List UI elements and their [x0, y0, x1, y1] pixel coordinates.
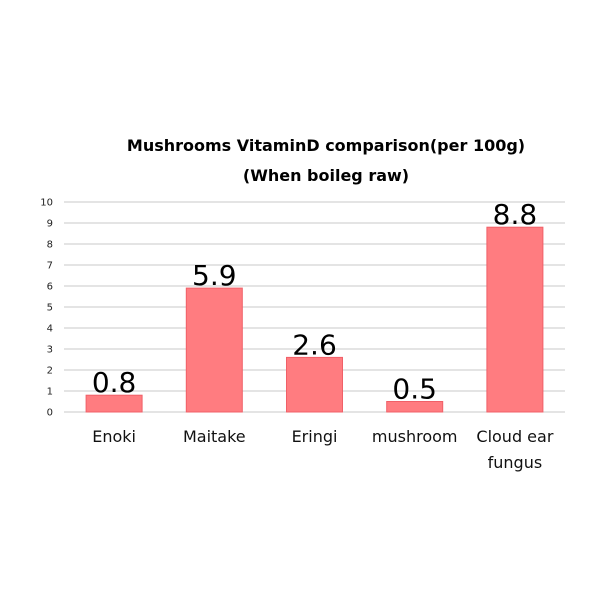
- y-tick-label: 1: [47, 387, 53, 398]
- y-tick-label: 2: [47, 366, 53, 377]
- chart-title: Mushrooms VitaminD comparison(per 100g): [127, 136, 525, 155]
- data-label: 0.5: [392, 373, 437, 406]
- y-tick-label: 9: [47, 219, 53, 230]
- x-axis: Enoki Maitake Eringi mushroom Cloud ear fungu…: [92, 427, 554, 472]
- y-tick-label: 8: [47, 240, 53, 251]
- x-tick-label: Enoki: [92, 427, 136, 446]
- x-tick-label: Eringi: [292, 427, 338, 446]
- y-tick-label: 4: [47, 324, 53, 335]
- y-tick-label: 6: [47, 282, 53, 293]
- x-tick-label: Cloud ear fungus: [476, 427, 553, 472]
- chart-subtitle: (When boileg raw): [243, 166, 409, 185]
- x-tick-label: mushroom: [372, 427, 458, 446]
- y-tick-label: 5: [47, 303, 53, 314]
- data-label: 5.9: [192, 259, 237, 292]
- bar: [486, 226, 544, 413]
- x-tick-label: Maitake: [183, 427, 246, 446]
- bar: [85, 394, 143, 413]
- y-tick-label: 10: [40, 198, 53, 209]
- gridlines: [64, 201, 565, 413]
- bar: [386, 401, 444, 413]
- y-axis: 0 1 2 3 4 5 6 7 8 9 10: [40, 198, 53, 419]
- bar: [286, 356, 343, 413]
- data-label: 8.8: [493, 198, 538, 231]
- y-tick-label: 3: [47, 345, 53, 356]
- bars: [85, 226, 544, 413]
- data-label: 0.8: [92, 366, 137, 399]
- y-tick-label: 7: [47, 261, 53, 272]
- y-tick-label: 0: [47, 408, 53, 419]
- data-label: 2.6: [292, 328, 337, 361]
- data-labels: 0.8 5.9 2.6 0.5 8.8: [92, 198, 537, 405]
- bar: [185, 287, 243, 413]
